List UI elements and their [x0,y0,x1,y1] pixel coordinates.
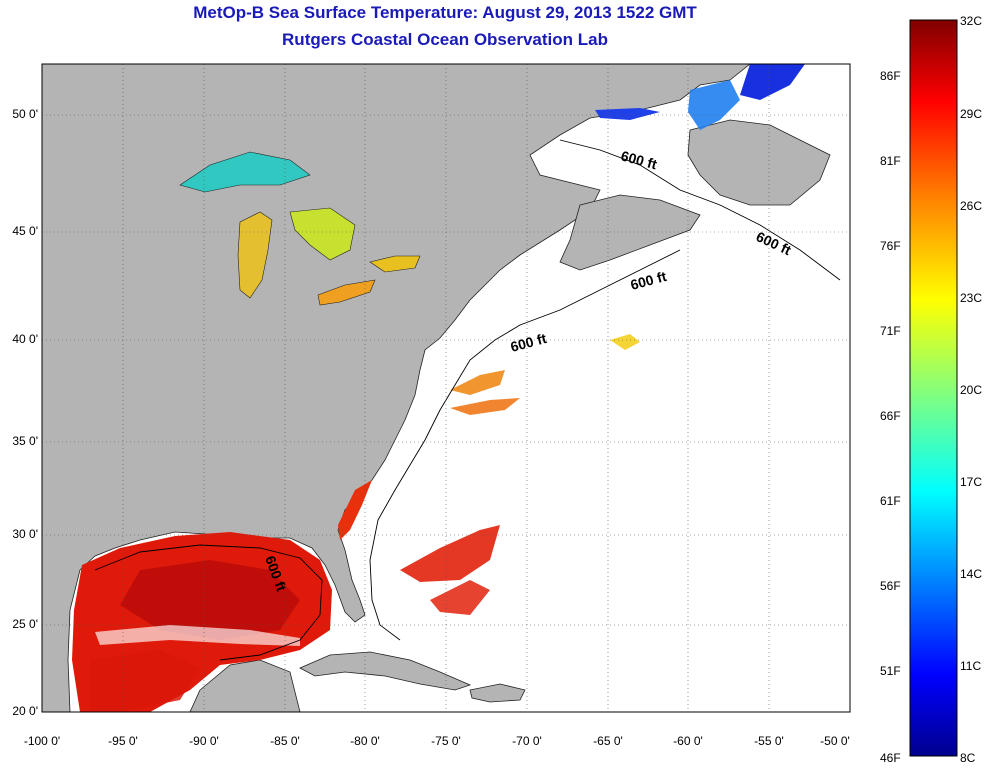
sst-gulf-stream-patch-2 [450,398,520,415]
colorbar-label-8c: 8C [960,751,976,765]
lake-superior [179,151,311,193]
colorbar-label-76f: 76F [880,239,901,253]
colorbar-label-81f: 81F [880,154,901,168]
lake-huron [289,207,356,261]
contour-600ft-gulf [94,544,323,661]
lat-tick-30: 30 0' [12,527,38,541]
colorbar-label-11c: 11C [960,659,982,673]
lat-tick-50: 50 0' [12,107,38,121]
lon-tick-60: -60 0' [673,734,703,748]
lat-tick-35: 35 0' [12,434,38,448]
lon-tick-75: -75 0' [431,734,461,748]
lake-ontario [369,255,421,273]
sst-offshore-patch [610,334,640,350]
lon-tick-95: -95 0' [108,734,138,748]
colorbar-label-56f: 56F [880,579,901,593]
sst-st-lawrence-cold [688,80,740,130]
land-maritimes [559,194,701,271]
land-yucatan [189,659,301,712]
colorbar-label-23c: 23C [960,291,983,305]
land-cuba [299,651,472,691]
colorbar-label-20c: 20C [960,383,983,397]
colorbar-label-14c: 14C [960,567,983,581]
lat-tick-25: 25 0' [12,617,38,631]
land-newfoundland [687,119,831,206]
lon-tick-50: -50 0' [820,734,850,748]
contour-600ft-coast [369,249,681,641]
lon-tick-90: -90 0' [189,734,219,748]
colorbar-label-29c: 29C [960,107,983,121]
sst-bahamas-patch-south [430,580,490,615]
colorbar-label-86f: 86F [880,69,901,83]
land-hispaniola [469,683,526,703]
lon-tick-80: -80 0' [350,734,380,748]
colorbar-label-32c: 32C [960,14,983,28]
sst-bahamas-patch [400,525,500,582]
lake-erie [317,279,376,306]
colorbar-label-26c: 26C [960,199,983,213]
plot-frame [41,63,851,713]
lat-tick-40: 40 0' [12,332,38,346]
colorbar-label-51f: 51F [880,664,901,678]
lon-tick-55: -55 0' [754,734,784,748]
sst-labrador-cold [740,64,805,100]
grid [42,64,850,712]
map-subtitle: Rutgers Coastal Ocean Observation Lab [282,30,608,49]
sst-caribbean [90,650,200,712]
sst-strait-blue [595,108,660,120]
lat-tick-20: 20 0' [12,704,38,718]
colorbar-label-46f: 46F [880,751,901,765]
contour-600ft-north [559,139,841,281]
lat-tick-45: 45 0' [12,224,38,238]
sst-gulf-warm-core [120,560,300,640]
lon-tick-70: -70 0' [512,734,542,748]
sst-florida-strip [338,480,372,540]
lon-tick-85: -85 0' [270,734,300,748]
lon-tick-65: -65 0' [593,734,623,748]
lon-tick-100: -100 0' [23,734,61,748]
colorbar-label-17c: 17C [960,475,983,489]
map-title: MetOp-B Sea Surface Temperature: August … [193,3,697,22]
colorbar-label-71f: 71F [880,324,901,338]
colorbar-label-66f: 66F [880,409,901,423]
sst-gulf-cloud-band [95,625,300,646]
sst-gulf-stream-patch [450,370,505,395]
colorbar [909,19,958,757]
colorbar-label-61f: 61F [880,494,901,508]
lake-michigan [237,211,273,299]
